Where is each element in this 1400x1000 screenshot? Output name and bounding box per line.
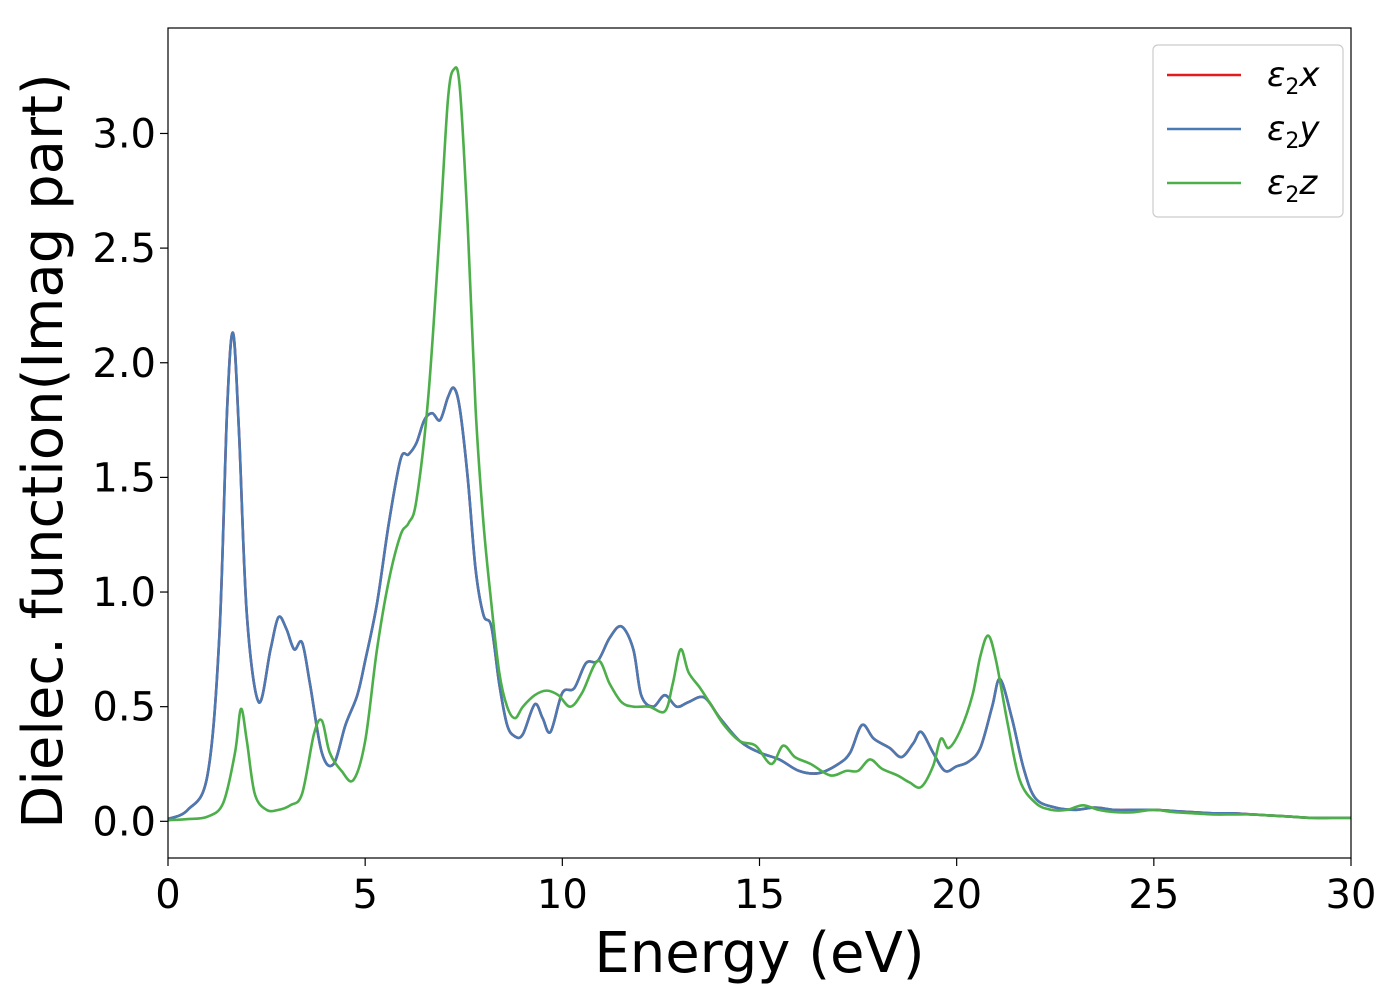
y-tick-label: 0.0 <box>92 799 156 845</box>
x-tick-label: 30 <box>1326 872 1377 918</box>
series-line-z <box>168 66 1351 822</box>
series-layer <box>168 66 1351 822</box>
x-tick-label: 10 <box>537 872 588 918</box>
x-tick-label: 20 <box>931 872 982 918</box>
y-axis: 0.0 0.5 1.0 1.5 2.0 2.5 3.0 <box>92 111 168 845</box>
y-tick-label: 0.5 <box>92 685 156 731</box>
legend: ε2x ε2y ε2z <box>1152 44 1344 218</box>
legend-box <box>1152 44 1344 218</box>
y-tick-label: 3.0 <box>92 111 156 157</box>
y-tick-label: 2.5 <box>92 226 156 272</box>
y-tick-label: 1.0 <box>92 570 156 616</box>
x-tick-label: 5 <box>352 872 377 918</box>
x-tick-label: 15 <box>734 872 785 918</box>
legend-label-x: ε2x <box>1267 55 1320 100</box>
y-tick-label: 2.0 <box>92 341 156 387</box>
series-line-y <box>168 331 1351 821</box>
legend-label-z: ε2z <box>1267 163 1318 208</box>
y-axis-title: Dielec. function(Imag part) <box>11 73 76 829</box>
legend-label-y: ε2y <box>1267 109 1320 154</box>
x-axis: 0 5 10 15 20 25 30 <box>155 858 1376 918</box>
x-tick-label: 0 <box>155 872 180 918</box>
y-tick-label: 1.5 <box>92 455 156 501</box>
x-axis-title: Energy (eV) <box>594 921 924 986</box>
x-tick-label: 25 <box>1128 872 1179 918</box>
